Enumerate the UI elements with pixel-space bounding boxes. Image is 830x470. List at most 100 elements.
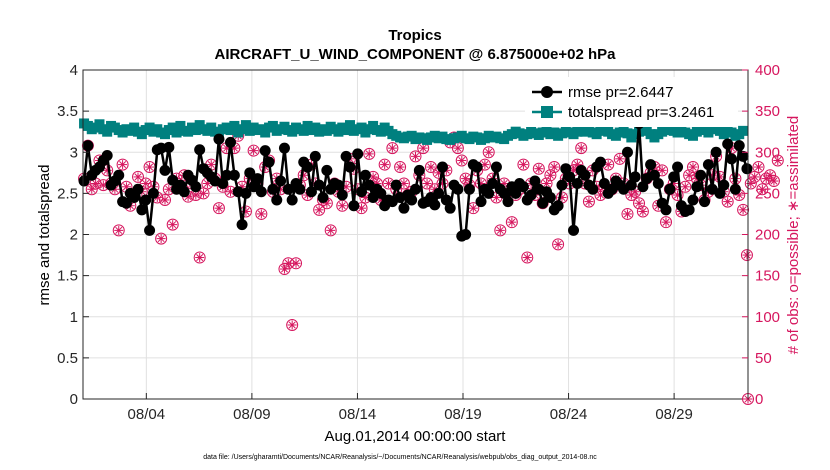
obs-assimilated-marker bbox=[215, 204, 223, 212]
rmse-point bbox=[741, 163, 753, 175]
obs-point bbox=[336, 199, 349, 212]
rmse-point bbox=[672, 161, 684, 173]
obs-point bbox=[424, 161, 437, 174]
obs-assimilated-marker bbox=[754, 163, 763, 171]
x-tick-label: 08/09 bbox=[233, 406, 271, 423]
rmse-point bbox=[271, 194, 283, 206]
obs-possible-marker bbox=[575, 142, 588, 155]
rmse-point bbox=[356, 186, 368, 198]
rmse-point bbox=[460, 229, 472, 240]
rmse-point bbox=[217, 178, 229, 190]
obs-possible-marker bbox=[363, 147, 376, 160]
rmse-point bbox=[344, 161, 356, 173]
obs-possible-marker bbox=[771, 154, 784, 167]
obs-assimilated-marker bbox=[662, 218, 670, 226]
rmse-point bbox=[309, 150, 321, 162]
obs-assimilated-marker bbox=[550, 163, 558, 171]
rmse-point bbox=[101, 150, 113, 162]
obs-assimilated-marker bbox=[469, 204, 477, 212]
legend: rmse pr=2.6447 totalspread pr=3.2461 bbox=[525, 77, 738, 127]
obs-assimilated-marker bbox=[454, 144, 462, 152]
y-axis-label-left: rmse and totalspread bbox=[36, 165, 53, 306]
obs-point bbox=[686, 161, 699, 174]
y-right-tick-label: 250 bbox=[755, 185, 780, 202]
rmse-point bbox=[722, 138, 734, 150]
obs-point bbox=[324, 224, 337, 237]
legend-box bbox=[525, 77, 738, 127]
obs-point bbox=[158, 193, 171, 206]
data-file-footnote: data file: /Users/gharamti/Documents/NCA… bbox=[203, 454, 597, 461]
x-axis: 08/04 08/09 08/14 08/19 08/24 08/29 bbox=[128, 393, 693, 423]
rmse-point bbox=[463, 183, 475, 195]
rmse-point bbox=[78, 175, 90, 187]
rmse-point bbox=[286, 194, 298, 206]
y-left-tick-label: 2 bbox=[70, 227, 78, 244]
y-left-tick-label: 4 bbox=[70, 62, 78, 79]
obs-point bbox=[756, 183, 769, 196]
obs-possible-marker bbox=[621, 207, 634, 220]
rmse-point bbox=[556, 179, 568, 191]
obs-assimilated-marker bbox=[747, 179, 755, 188]
obs-possible-marker bbox=[455, 154, 468, 167]
rmse-point bbox=[498, 187, 510, 199]
obs-assimilated-marker bbox=[496, 226, 504, 234]
obs-possible-marker bbox=[290, 257, 303, 270]
obs-possible-marker bbox=[386, 142, 399, 155]
obs-possible-marker bbox=[286, 318, 299, 331]
rmse-point bbox=[340, 150, 352, 162]
rmse-point bbox=[236, 219, 248, 231]
obs-assimilated-marker bbox=[88, 185, 96, 193]
obs-assimilated-marker bbox=[481, 161, 489, 169]
obs-possible-marker bbox=[552, 238, 565, 251]
obs-assimilated-marker bbox=[739, 206, 747, 214]
rmse-point bbox=[660, 204, 672, 216]
rmse-point bbox=[240, 187, 252, 199]
obs-possible-marker bbox=[517, 158, 530, 171]
rmse-point bbox=[429, 199, 441, 211]
legend-rmse-marker bbox=[541, 86, 553, 98]
obs-point bbox=[517, 158, 530, 171]
rmse-point bbox=[163, 141, 175, 153]
rmse-point bbox=[375, 187, 387, 199]
y-left-tick-label: 1.5 bbox=[57, 268, 78, 285]
obs-possible-marker bbox=[409, 150, 422, 163]
obs-possible-marker bbox=[139, 177, 152, 190]
obs-assimilated-marker bbox=[115, 226, 123, 234]
obs-possible-marker bbox=[721, 195, 734, 208]
rmse-point bbox=[629, 171, 641, 183]
obs-assimilated-marker bbox=[365, 150, 373, 158]
obs-point bbox=[451, 142, 464, 155]
obs-assimilated-marker bbox=[423, 179, 431, 188]
rmse-point bbox=[336, 189, 348, 201]
rmse-point bbox=[452, 183, 464, 195]
obs-possible-marker bbox=[633, 197, 646, 210]
obs-possible-marker bbox=[166, 218, 179, 231]
rmse-point bbox=[128, 191, 140, 203]
obs-possible-marker bbox=[683, 169, 696, 182]
y-left-tick-label: 0 bbox=[70, 391, 78, 408]
y-left-tick-label: 3.5 bbox=[57, 103, 78, 120]
rmse-point bbox=[552, 200, 564, 212]
rmse-point bbox=[136, 204, 148, 216]
rmse-point bbox=[275, 175, 287, 187]
rmse-point bbox=[525, 189, 537, 201]
obs-assimilated-marker bbox=[685, 171, 693, 179]
spread-point bbox=[738, 125, 749, 136]
spread-point bbox=[240, 120, 251, 131]
obs-assimilated-marker bbox=[199, 189, 208, 197]
rmse-point bbox=[398, 202, 410, 214]
obs-point bbox=[255, 207, 268, 220]
spread-series bbox=[79, 118, 749, 145]
obs-assimilated-marker bbox=[323, 199, 331, 207]
rmse-point bbox=[444, 202, 456, 214]
rmse-point bbox=[645, 159, 657, 171]
obs-assimilated-marker bbox=[388, 144, 396, 152]
obs-point bbox=[382, 177, 395, 190]
rmse-point bbox=[440, 194, 452, 206]
obs-point bbox=[386, 142, 399, 155]
obs-assimilated-marker bbox=[396, 163, 404, 171]
rmse-point bbox=[683, 204, 695, 216]
obs-assimilated-marker bbox=[743, 251, 751, 259]
obs-point bbox=[767, 175, 780, 188]
